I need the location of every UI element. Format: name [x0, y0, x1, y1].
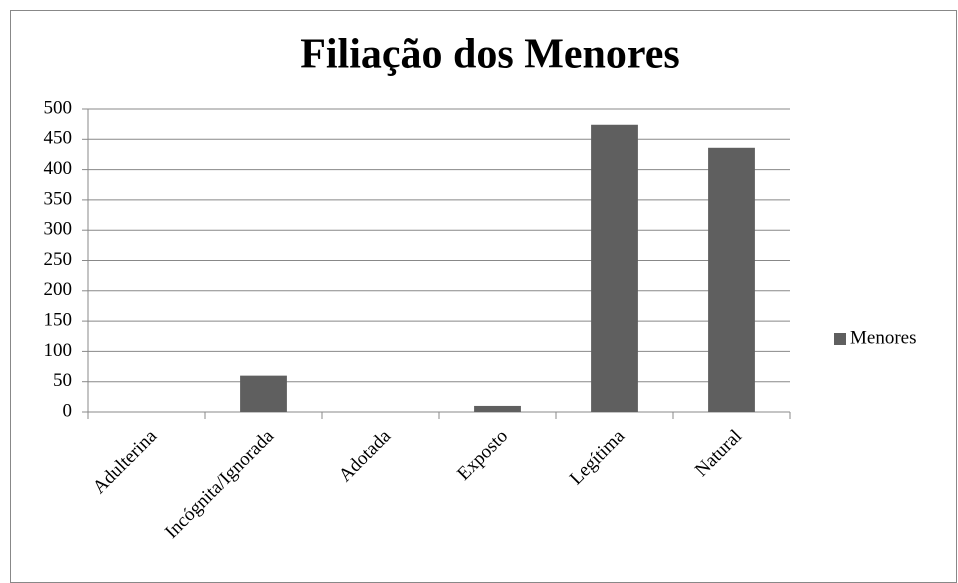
- chart-frame: [10, 10, 957, 583]
- chart-title: Filiação dos Menores: [300, 32, 680, 78]
- y-tick-label: 500: [44, 97, 73, 118]
- legend-swatch: [834, 333, 846, 345]
- legend-label: Menores: [850, 327, 916, 348]
- y-tick-label: 250: [44, 249, 73, 270]
- y-tick-label: 300: [44, 219, 73, 240]
- y-tick-label: 50: [53, 370, 72, 391]
- bar: [240, 375, 287, 412]
- y-tick-label: 150: [44, 309, 73, 330]
- y-tick-label: 100: [44, 340, 73, 361]
- y-tick-label: 350: [44, 188, 73, 209]
- y-tick-label: 0: [63, 400, 73, 421]
- y-tick-label: 450: [44, 128, 73, 149]
- bar: [708, 147, 755, 412]
- y-tick-label: 200: [44, 279, 73, 300]
- y-tick-label: 400: [44, 158, 73, 179]
- bar: [591, 124, 638, 413]
- bar: [474, 405, 521, 412]
